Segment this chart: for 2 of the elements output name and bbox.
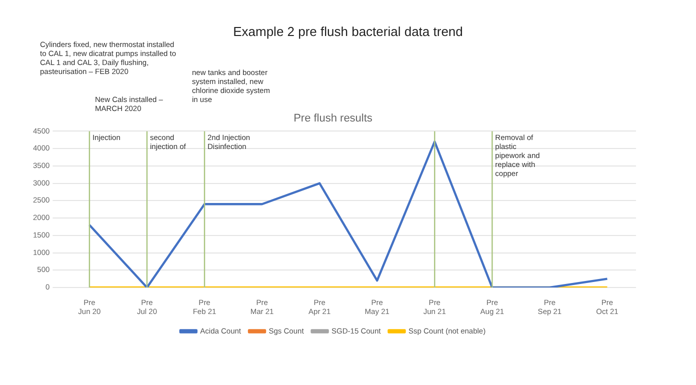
chart-subtitle: Pre flush results	[294, 112, 373, 125]
chart-title: Example 2 pre flush bacterial data trend	[232, 24, 464, 39]
